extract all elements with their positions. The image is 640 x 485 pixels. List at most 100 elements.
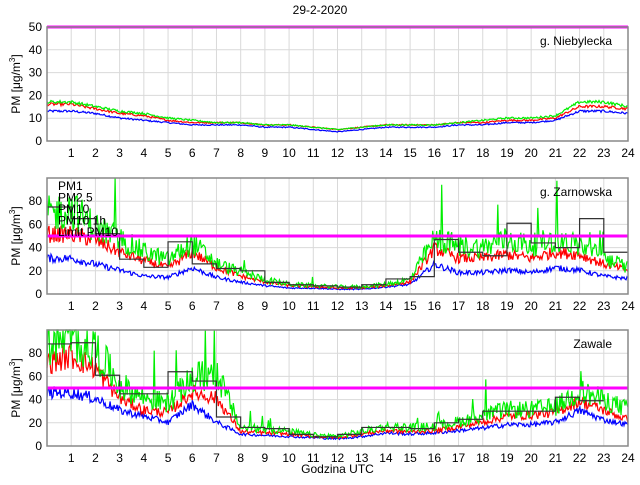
- x-tick-label: 8: [237, 146, 244, 160]
- x-tick-label: 16: [428, 451, 442, 465]
- x-tick-label: 2: [92, 299, 99, 313]
- legend-entry: PM1: [58, 179, 83, 193]
- legend-entry: PM10: [58, 202, 90, 216]
- x-tick-label: 20: [524, 451, 538, 465]
- subplot-2: 1 2 3 4 5 6 7 8 9 10 11 12 13 14 15 16 17 18 19 20 21 22 23 240…: [8, 177, 635, 313]
- x-tick-label: 17: [452, 451, 466, 465]
- x-tick-label: 15: [403, 299, 417, 313]
- x-tick-label: 5: [165, 451, 172, 465]
- x-tick-label: 24: [621, 146, 635, 160]
- x-axis-label: Godzina UTC: [301, 462, 374, 476]
- x-tick-label: 15: [403, 146, 417, 160]
- y-tick-label: 20: [29, 88, 43, 102]
- x-tick-label: 9: [262, 146, 269, 160]
- x-tick-label: 7: [213, 299, 220, 313]
- station-label: Zawale: [573, 337, 612, 351]
- y-label-text: PM [μg/m: [9, 366, 23, 418]
- y-tick-label: 0: [35, 439, 42, 453]
- x-tick-label: 7: [213, 451, 220, 465]
- x-tick-label: 21: [549, 299, 563, 313]
- x-tick-label: 19: [500, 451, 514, 465]
- x-tick-label: 16: [428, 146, 442, 160]
- x-tick-label: 10: [282, 299, 296, 313]
- y-tick-label: 0: [35, 287, 42, 301]
- y-tick-label: 50: [29, 20, 43, 34]
- x-tick-label: 12: [331, 299, 345, 313]
- x-tick-label: 11: [307, 146, 320, 160]
- x-tick-label: 1: [68, 299, 75, 313]
- y-tick-label: 40: [29, 43, 43, 57]
- plot-frame: [46, 329, 629, 447]
- x-tick-label: 2: [92, 451, 99, 465]
- x-tick-label: 7: [213, 146, 220, 160]
- x-tick-label: 24: [621, 451, 635, 465]
- x-tick-label: 13: [355, 146, 369, 160]
- x-tick-label: 19: [500, 146, 514, 160]
- x-tick-label: 23: [597, 299, 611, 313]
- y-tick-label: 20: [29, 264, 43, 278]
- y-label-end: ]: [9, 54, 23, 57]
- x-tick-label: 13: [355, 451, 369, 465]
- x-tick-label: 21: [549, 451, 563, 465]
- series-pm1: [46, 252, 629, 291]
- y-label-sup: 3: [8, 57, 17, 62]
- x-tick-label: 20: [524, 299, 538, 313]
- x-tick-label: 14: [379, 146, 393, 160]
- chart-title: 29-2-2020: [292, 3, 348, 17]
- x-tick-label: 17: [452, 146, 466, 160]
- x-tick-label: 6: [189, 146, 196, 160]
- x-tick-label: 13: [355, 299, 369, 313]
- x-tick-label: 9: [262, 299, 269, 313]
- x-tick-label: 3: [116, 299, 123, 313]
- x-tick-label: 24: [621, 299, 635, 313]
- x-tick-label: 14: [379, 299, 393, 313]
- x-tick-label: 11: [307, 299, 320, 313]
- x-tick-label: 17: [452, 299, 466, 313]
- x-tick-label: 8: [237, 451, 244, 465]
- y-tick-label: 0: [35, 134, 42, 148]
- x-tick-label: 3: [116, 146, 123, 160]
- series-pm10: [46, 329, 629, 440]
- x-tick-label: 23: [597, 146, 611, 160]
- y-label-end: ]: [9, 358, 23, 361]
- y-tick-label: 30: [29, 66, 43, 80]
- x-tick-label: 5: [165, 146, 172, 160]
- x-tick-label: 15: [403, 451, 417, 465]
- y-tick-label: 60: [29, 369, 43, 383]
- plot-frame: [46, 177, 629, 295]
- x-tick-label: 22: [573, 299, 587, 313]
- subplot-1: 1 2 3 4 5 6 7 8 9 10 11 12 13 14 15 16 17 18 19 20 21 22 23 240…: [8, 20, 635, 160]
- x-tick-label: 10: [282, 451, 296, 465]
- legend-entry: PM10 1h: [58, 214, 106, 228]
- y-axis-label: PM [μg/m3]: [8, 54, 23, 113]
- y-axis-label: PM [μg/m3]: [8, 358, 23, 417]
- series-pm10-1h: [47, 342, 604, 438]
- x-tick-label: 9: [262, 451, 269, 465]
- x-tick-label: 1: [68, 146, 75, 160]
- x-tick-label: 5: [165, 299, 172, 313]
- x-tick-label: 18: [476, 299, 490, 313]
- y-axis-label: PM [μg/m3]: [8, 206, 23, 265]
- x-tick-label: 23: [597, 451, 611, 465]
- y-tick-label: 80: [29, 346, 43, 360]
- x-tick-label: 6: [189, 299, 196, 313]
- y-label-text: PM [μg/m: [9, 62, 23, 114]
- y-tick-label: 20: [29, 416, 43, 430]
- x-tick-label: 22: [573, 451, 587, 465]
- station-label: g. Zarnowska: [540, 185, 612, 199]
- x-tick-label: 12: [331, 146, 345, 160]
- x-tick-label: 4: [140, 146, 147, 160]
- y-tick-label: 40: [29, 241, 43, 255]
- y-label-sup: 3: [8, 209, 17, 214]
- x-tick-label: 8: [237, 299, 244, 313]
- x-tick-label: 22: [573, 146, 587, 160]
- y-tick-label: 40: [29, 393, 43, 407]
- station-label: g. Niebylecka: [540, 34, 612, 48]
- x-tick-label: 1: [68, 451, 75, 465]
- y-label-sup: 3: [8, 361, 17, 366]
- x-tick-label: 11: [307, 451, 320, 465]
- x-tick-label: 6: [189, 451, 196, 465]
- series-pm10: [46, 177, 629, 290]
- x-tick-label: 14: [379, 451, 393, 465]
